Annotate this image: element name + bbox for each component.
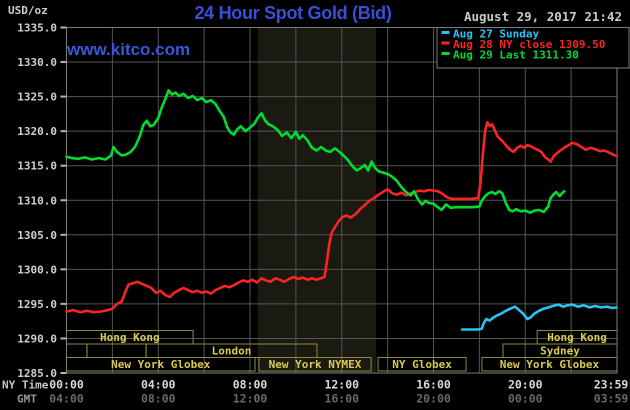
y-axis-tick-label: 1315.0 — [17, 160, 57, 173]
y-axis-tick-label: 1335.0 — [17, 22, 57, 35]
y-axis-tick-label: 1285.0 — [17, 367, 57, 380]
y-axis-tick-label: 1305.0 — [17, 229, 57, 242]
session-label: Hong Kong — [100, 331, 160, 344]
session-label: Sydney — [540, 345, 580, 358]
x-axis-tick-label-gmt: 16:00 — [324, 392, 359, 406]
x-axis-tick-label-ny: 00:00 — [49, 378, 84, 392]
session-label: New York Globex — [111, 358, 211, 371]
x-axis-row-label-nytime: NY Time — [2, 379, 49, 392]
session-label: Hong Kong — [547, 331, 607, 344]
legend-box — [436, 27, 630, 69]
y-axis-tick-label: 1310.0 — [17, 194, 57, 207]
page-title: 24 Hour Spot Gold (Bid) — [194, 3, 392, 23]
x-axis-tick-label-gmt: 12:00 — [233, 392, 268, 406]
y-axis-tick-label: 1325.0 — [17, 91, 57, 104]
x-axis-tick-label-ny: 23:59 — [594, 378, 629, 392]
y-axis-unit-label: USD/oz — [8, 4, 48, 17]
y-axis-tick-label: 1290.0 — [17, 332, 57, 345]
legend-marker-dash — [441, 41, 450, 45]
legend-entry-label: Aug 28 NY close 1309.50 — [453, 38, 605, 51]
x-axis-tick-label-gmt: 04:00 — [49, 392, 84, 406]
x-axis-tick-label-ny: 12:00 — [324, 378, 359, 392]
price-line-aug-27-sunday — [460, 303, 618, 331]
x-axis-tick-label-ny: 08:00 — [233, 378, 268, 392]
legend-marker-dash — [441, 52, 450, 55]
legend-entry-label: Aug 29 Last 1311.30 — [453, 49, 579, 62]
x-axis-row-label-gmt: GMT — [17, 393, 37, 406]
session-box — [86, 343, 147, 358]
x-axis-tick-label-gmt: 20:00 — [416, 392, 451, 406]
x-axis-tick-label-ny: 16:00 — [416, 378, 451, 392]
x-axis-tick-label-gmt: 08:00 — [141, 392, 176, 406]
chart-timestamp: August 29, 2017 21:42 — [463, 9, 622, 24]
x-axis-tick-label-ny: 20:00 — [508, 378, 543, 392]
y-axis-tick-label: 1330.0 — [17, 56, 57, 69]
session-box — [377, 357, 467, 372]
y-axis-tick-label: 1300.0 — [17, 263, 57, 276]
session-label: London — [212, 345, 252, 358]
y-axis-tick-label: 1295.0 — [17, 298, 57, 311]
x-axis-tick-label-ny: 04:00 — [141, 378, 176, 392]
legend-marker-dash — [441, 31, 450, 34]
x-axis-tick-label-gmt: 00:00 — [508, 392, 543, 406]
session-box — [66, 343, 88, 358]
session-label: New York Globex — [500, 358, 600, 371]
price-line-aug-29-last-1311-30- — [65, 89, 566, 214]
kitco-watermark-link[interactable]: www.kitco.com — [67, 40, 191, 59]
price-line-aug-28-ny-close-1309-50- — [65, 120, 618, 314]
session-box — [258, 357, 372, 372]
session-label: New York NYMEX — [269, 358, 362, 371]
session-label: NY Globex — [392, 358, 452, 371]
x-axis-tick-label-gmt: 03:59 — [594, 392, 629, 406]
legend-entry-label: Aug 27 Sunday — [453, 28, 539, 41]
y-axis-tick-label: 1320.0 — [17, 125, 57, 138]
